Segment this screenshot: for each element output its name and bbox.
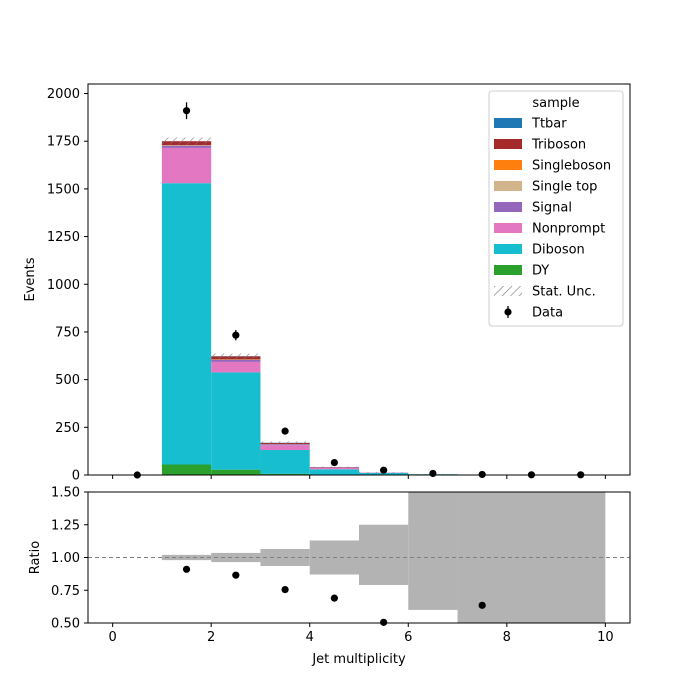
ratio-point-1 [232,571,240,579]
main-x-ticks [112,475,606,479]
ratio-point-5 [478,601,486,609]
main-y-tick-label-2: 500 [55,373,80,388]
bar-dy-bin-3 [260,473,310,475]
ratio-y-tick-label-1: 0.75 [51,584,80,599]
data-point-7 [478,470,486,479]
bar-diboson-bin-5 [359,472,409,475]
main-axes-frame [87,83,631,476]
ratio-y-tick-label-0: 0.50 [51,617,80,632]
legend-swatch-stat-unc [494,286,522,296]
ratio-x-ticks: 0 2 4 6 8 10 [108,623,614,645]
legend-label-ttbar: Ttbar [531,117,567,132]
data-point-6 [429,469,437,478]
ratio-y-tick-label-3: 1.25 [51,518,80,533]
ratio-point-3 [330,594,338,602]
ratio-x-tick-label-3: 6 [404,630,412,645]
data-point-4 [330,459,338,467]
bar-diboson-bin-1 [161,183,212,465]
ratio-unc-bin-4 [359,524,409,586]
legend-swatch-single-top [494,181,522,191]
legend-swatch-dy [494,265,522,275]
main-y-tick-label-1: 250 [55,421,80,436]
legend-entries: Ttbar Triboson Singleboson Single top Signal… [494,117,611,321]
main-y-tick-label-7: 1750 [47,135,80,150]
main-y-tick-label-6: 1500 [47,182,80,197]
legend-swatch-ttbar [494,118,522,128]
legend-label-nonprompt: Nonprompt [532,222,605,237]
main-y-tick-label-4: 1000 [47,278,80,293]
bar-nonprompt-bin-1 [161,147,212,184]
legend-swatch-singleboson [494,160,522,170]
ratio-point-4 [380,618,388,626]
ratio-unc-bin-5 [408,492,458,610]
bar-signal-bin-3 [260,444,310,446]
legend-swatch-triboson [494,139,522,149]
main-panel: 0 250 500 750 1000 1250 1500 1750 2000 Events sa… [23,83,631,484]
legend-label-single-top: Single top [532,180,597,195]
main-y-tick-label-3: 750 [55,325,80,340]
ratio-y-ticks: 0.50 0.75 1.00 1.25 1.50 [51,486,88,632]
main-y-tick-label-5: 1250 [47,230,80,245]
legend-label-diboson: Diboson [532,243,585,258]
legend-box [488,90,624,327]
bar-signal-bin-1 [161,145,212,148]
legend-label-stat-unc: Stat. Unc. [532,285,596,300]
legend: sample Ttbar Triboson Singleboson Single to… [488,90,624,327]
bar-diboson-bin-4 [309,469,359,475]
legend-label-data: Data [532,306,563,321]
ratio-panel: 0.50 0.75 1.00 1.25 1.50 0 2 4 6 8 10 Ratio Jet m… [28,486,631,667]
ratio-y-axis-label: Ratio [28,541,43,574]
stat-unc-bin-1 [161,137,212,146]
data-point-1 [182,107,191,115]
main-y-axis-label: Events [23,257,38,301]
ratio-x-tick-label-1: 2 [207,630,215,645]
main-y-tick-label-8: 2000 [47,87,80,102]
ratio-x-tick-label-2: 4 [306,630,314,645]
legend-title: sample [532,96,579,111]
ratio-point-2 [281,585,289,594]
legend-swatch-signal [494,202,522,212]
data-point-5 [380,466,388,474]
ratio-point-0 [182,565,191,573]
main-y-tick-label-0: 0 [72,469,80,484]
bar-nonprompt-bin-2 [211,361,261,373]
bar-diboson-bin-3 [260,450,310,474]
stat-unc-bin-2 [211,353,261,359]
stat-unc-bin-3 [260,441,310,445]
legend-swatch-diboson [494,244,522,254]
ratio-x-tick-label-0: 0 [108,630,116,645]
ratio-points [182,565,486,626]
ratio-y-tick-label-2: 1.00 [51,551,80,566]
legend-label-triboson: Triboson [531,138,586,153]
legend-swatch-nonprompt [494,223,522,233]
bar-nonprompt-bin-3 [260,445,310,451]
bar-nonprompt-bin-4 [309,467,359,470]
main-y-ticks: 0 250 500 750 1000 1250 1500 1750 2000 [47,87,88,484]
legend-label-signal: Signal [532,201,572,216]
ratio-x-tick-label-4: 8 [503,630,511,645]
data-point-2 [232,331,240,339]
legend-label-dy: DY [532,264,549,279]
bar-dy-bin-1 [161,464,212,475]
bar-diboson-bin-2 [211,372,261,470]
ratio-x-tick-label-5: 10 [597,630,614,645]
legend-label-singleboson: Singleboson [532,159,611,174]
bar-signal-bin-2 [211,359,261,362]
bar-dy-bin-2 [211,469,261,475]
ratio-y-tick-label-4: 1.50 [51,486,80,501]
x-axis-label: Jet multiplicity [311,652,406,667]
stat-unc-bin-4 [309,466,359,468]
data-point-3 [281,427,289,435]
legend-marker-data [504,308,512,316]
